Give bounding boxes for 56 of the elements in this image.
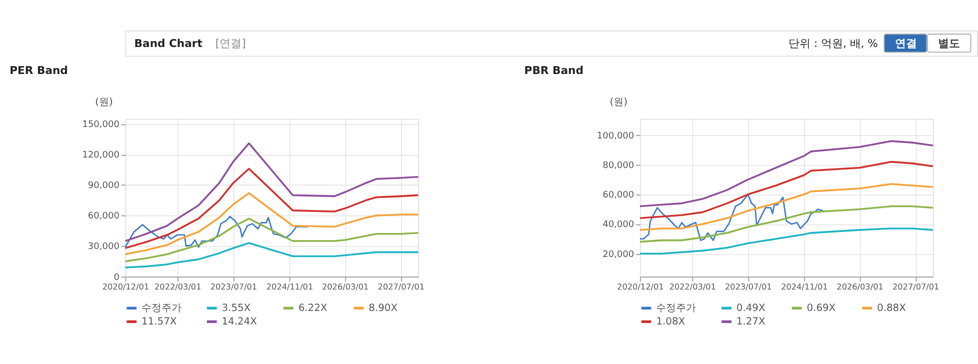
- y-axis-title: (원): [95, 96, 113, 108]
- line-series: [124, 216, 309, 248]
- line-series: [124, 168, 420, 250]
- x-tick-label: 2026/03/01: [836, 282, 884, 292]
- legend-label: 1.08X: [656, 316, 686, 328]
- line-series: [639, 140, 934, 208]
- x-tick-label: 2024/11/01: [781, 282, 828, 292]
- legend-label: 수정주가: [142, 302, 182, 314]
- x-tick-label: 2020/12/01: [102, 282, 150, 292]
- x-tick-label: 2027/07/01: [892, 282, 940, 292]
- x-tick-label: 2024/11/01: [266, 282, 314, 292]
- y-tick-label: 60,000: [602, 190, 634, 201]
- legend-label: 수정주가: [656, 302, 696, 314]
- text: Band Chart: [134, 36, 202, 50]
- x-tick-label: 2022/03/01: [669, 282, 716, 292]
- line-series: [639, 205, 934, 243]
- legend-label: 14.24X: [222, 316, 258, 328]
- y-tick-label: 80,000: [602, 160, 634, 171]
- line-series: [124, 192, 420, 256]
- y-tick-label: 90,000: [88, 181, 120, 192]
- legend-label: 3.55X: [222, 302, 251, 314]
- x-tick-label: 2026/03/01: [322, 282, 369, 292]
- line-series: [124, 218, 420, 262]
- x-tick-label: 2023/07/01: [725, 282, 772, 292]
- line-series: [639, 160, 934, 220]
- legend-label: 6.22X: [298, 302, 328, 314]
- y-tick-label: 150,000: [82, 120, 120, 130]
- legend-label: 1.27X: [736, 316, 766, 328]
- y-tick-label: 120,000: [82, 150, 120, 161]
- text: 연결: [894, 36, 917, 50]
- line-series: [639, 183, 934, 231]
- y-tick-label: 60,000: [88, 212, 120, 222]
- y-tick-label: 100,000: [596, 131, 634, 142]
- x-tick-label: 2023/07/01: [210, 282, 258, 292]
- text: [연결]: [215, 36, 246, 50]
- legend-label: 8.90X: [368, 302, 398, 314]
- x-tick-label: 2022/03/01: [154, 282, 202, 292]
- line-series: [639, 228, 934, 255]
- line-series: [124, 242, 420, 268]
- text: 단위 : 억원, 배, %: [788, 36, 878, 50]
- y-tick-label: 30,000: [88, 242, 120, 252]
- legend-label: 11.57X: [142, 316, 177, 328]
- y-tick-label: 20,000: [602, 250, 634, 260]
- x-tick-label: 2020/12/01: [617, 282, 664, 292]
- y-tick-label: 40,000: [602, 220, 634, 230]
- line-series: [639, 194, 824, 241]
- chart-title: PER Band: [10, 64, 68, 77]
- legend-label: 0.49X: [736, 302, 766, 314]
- legend-label: 0.88X: [877, 302, 906, 314]
- x-tick-label: 2027/07/01: [378, 282, 425, 292]
- line-series: [124, 142, 420, 242]
- y-tick-label: 0: [114, 272, 120, 283]
- chart-title: PBR Band: [524, 64, 584, 77]
- y-axis-title: (원): [610, 96, 628, 108]
- legend-label: 0.69X: [806, 302, 836, 314]
- text: 별도: [938, 36, 960, 50]
